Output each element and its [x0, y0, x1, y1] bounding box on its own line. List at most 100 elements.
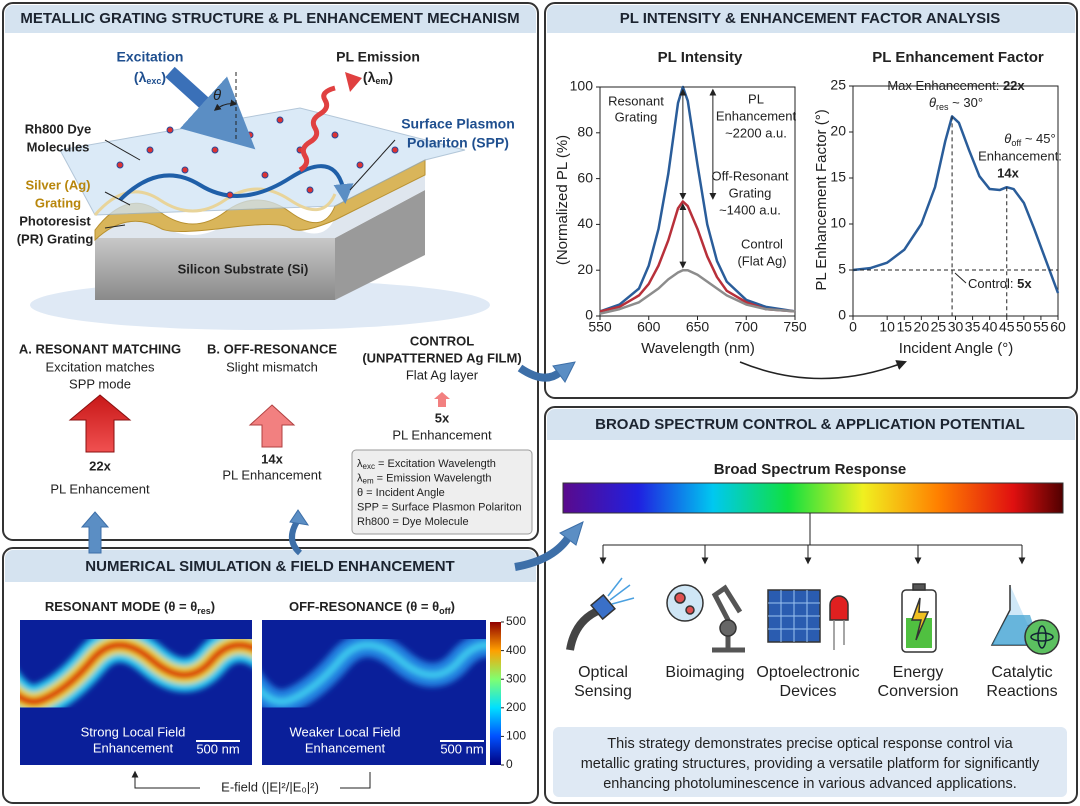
- legend-sub: em: [363, 477, 374, 486]
- summary: metallic grating structures, providing a…: [581, 756, 1040, 772]
- branches: [599, 513, 1026, 565]
- colorbar-label: 100: [506, 729, 526, 743]
- annotation: θoff ~ 45°: [1004, 131, 1055, 148]
- axis-label: PL Enhancement Factor (°): [813, 109, 830, 290]
- legend-symbol: Rh800: [357, 516, 389, 528]
- annotation: θres ~ 30°: [929, 95, 983, 112]
- x-tick-label: 45: [999, 319, 1015, 335]
- spectrum-title: Broad Spectrum Response: [714, 461, 907, 478]
- arrow: [135, 772, 371, 789]
- annotation: (Flat Ag): [737, 253, 786, 268]
- y-tick-label: 0: [838, 307, 846, 323]
- case-caption: PL Enhancement: [222, 467, 322, 482]
- y-tick-label: 25: [830, 77, 846, 93]
- case-title: (UNPATTERNED Ag FILM): [362, 350, 521, 365]
- annotation: Resonant: [608, 93, 664, 108]
- application-label: Conversion: [878, 683, 959, 700]
- annotation: ~1400 a.u.: [719, 202, 781, 217]
- x-tick-label: 550: [588, 319, 612, 335]
- label: θ: [213, 87, 221, 104]
- application-label: Catalytic: [991, 664, 1052, 681]
- legend-entry: λem = Emission Wavelength: [357, 472, 492, 485]
- legend-text: = Dye Molecule: [389, 516, 468, 528]
- legend-box: [351, 449, 533, 535]
- x-tick-label: 55: [1033, 319, 1049, 335]
- panel-title: NUMERICAL SIMULATION & FIELD ENHANCEMENT: [85, 558, 454, 575]
- label: Surface Plasmon: [401, 116, 515, 132]
- legend-entry: θ = Incident Angle: [357, 487, 445, 499]
- label: Grating: [35, 195, 81, 210]
- application-label: Sensing: [574, 683, 632, 700]
- x-tick-label: 30: [948, 319, 964, 335]
- label: PL Emission: [336, 49, 420, 65]
- title-bars: [5, 5, 1075, 582]
- panel-title: PL INTENSITY & ENHANCEMENT FACTOR ANALYS…: [620, 10, 1001, 27]
- y-tick-label: 100: [570, 78, 594, 94]
- case-desc: SPP mode: [69, 376, 131, 391]
- map-caption: Strong Local Field: [81, 724, 186, 739]
- application-label: Optical: [578, 664, 628, 681]
- connectors: [80, 361, 584, 571]
- application-labels: Optical Sensing Bioimaging Optoelectronic De…: [574, 664, 1057, 700]
- annotation: Grating: [729, 185, 772, 200]
- colorbar-label: 300: [506, 671, 526, 685]
- annotation: Grating: [615, 109, 658, 124]
- colorbar: 0 100 200 300 400 500: [501, 614, 526, 771]
- case-desc: Slight mismatch: [226, 359, 318, 374]
- annotation: Max Enhancement: 22x: [887, 78, 1025, 93]
- efield-label: E-field (|E|²/|E₀|²): [221, 779, 319, 794]
- x-tick-label: 600: [637, 319, 661, 335]
- series-line: [852, 115, 1060, 294]
- legend-entry: Rh800 = Dye Molecule: [357, 516, 469, 528]
- label: Rh800 Dye: [25, 121, 91, 136]
- annotation: Enhancement: [716, 108, 797, 123]
- chart-title: PL Enhancement Factor: [872, 49, 1044, 66]
- colorbar-label: 500: [506, 614, 526, 628]
- y-tick-label: 60: [577, 169, 593, 185]
- legend-text: = Excitation Wavelength: [375, 458, 496, 470]
- application-label: Devices: [780, 683, 837, 700]
- x-tick-label: 650: [686, 319, 710, 335]
- label: (λem): [363, 69, 393, 87]
- legend-symbol: SPP: [357, 501, 379, 513]
- y-tick-label: 10: [830, 215, 846, 231]
- case-factor: 22x: [89, 458, 111, 473]
- y-tick-label: 0: [585, 307, 593, 323]
- x-tick-label: 20: [914, 319, 930, 335]
- map-title: RESONANT MODE (θ = θres): [45, 599, 215, 616]
- map-caption: Weaker Local Field: [289, 724, 400, 739]
- annotation: Off-Resonant: [711, 168, 788, 183]
- x-tick-label: 15: [896, 319, 912, 335]
- annotation: PL: [748, 91, 764, 106]
- annotation: 14x: [997, 165, 1019, 180]
- arrow: [434, 392, 450, 407]
- summary-box: [553, 727, 1067, 797]
- axis-label: (Normalized PL (%): [554, 135, 571, 265]
- map-caption: Enhancement: [305, 740, 386, 755]
- y-tick-label: 15: [830, 169, 846, 185]
- case-desc: Excitation matches: [45, 359, 155, 374]
- case-title: A. RESONANT MATCHING: [19, 341, 181, 356]
- application-label: Reactions: [986, 683, 1057, 700]
- x-tick-label: 700: [735, 319, 759, 335]
- arrow: [739, 360, 907, 380]
- annotation: Control: [741, 236, 783, 251]
- label: Silver (Ag): [25, 177, 90, 192]
- case-title: B. OFF-RESONANCE: [207, 341, 337, 356]
- x-tick-label: 0: [849, 319, 857, 335]
- case-factor: 14x: [261, 451, 283, 466]
- x-tick-label: 750: [783, 319, 807, 335]
- x-tick-label: 10: [879, 319, 895, 335]
- y-tick-label: 20: [577, 261, 593, 277]
- axis-label: Incident Angle (°): [899, 340, 1013, 357]
- x-tick-label: 50: [1016, 319, 1032, 335]
- application-label: Energy: [893, 664, 944, 681]
- legend-text: = Incident Angle: [363, 487, 445, 499]
- label: (λexc): [134, 69, 166, 87]
- map-caption: Enhancement: [93, 740, 174, 755]
- spectrum-bar: [562, 482, 1064, 514]
- application-label: Bioimaging: [665, 664, 744, 681]
- chart-title: PL Intensity: [658, 49, 743, 66]
